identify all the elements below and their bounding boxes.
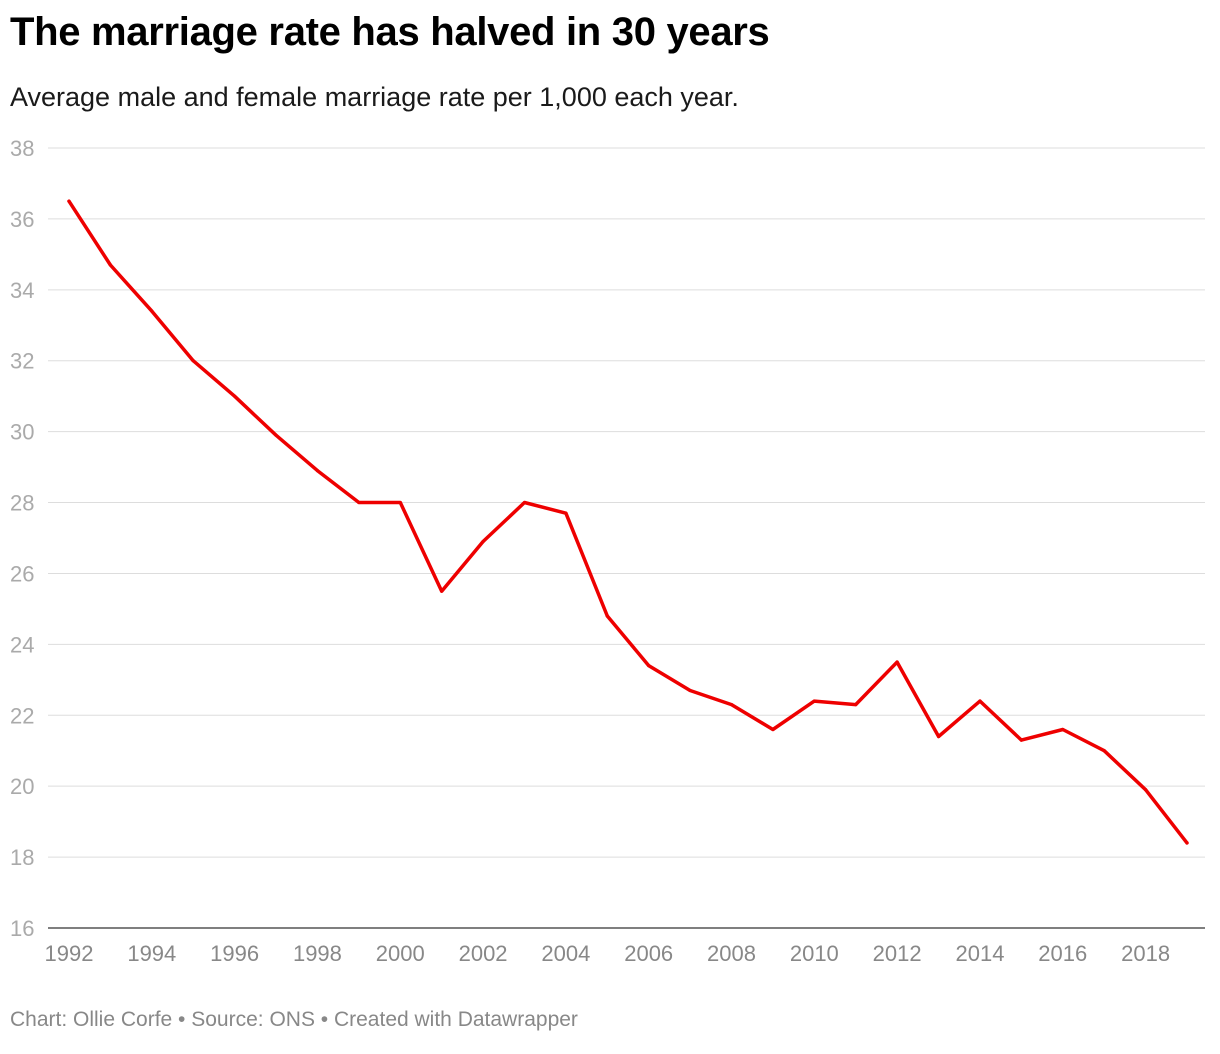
data-point	[895, 660, 899, 664]
y-axis-labels: 38 36 34 32 30 28 26 24 22 20 18 16	[10, 136, 34, 941]
y-tick-label: 20	[10, 774, 34, 799]
y-tick-label: 26	[10, 561, 34, 586]
series-line	[67, 199, 1189, 845]
x-tick-label: 2002	[459, 941, 508, 966]
x-tick-label: 2004	[541, 941, 590, 966]
data-point	[440, 589, 444, 593]
data-point	[564, 511, 568, 515]
data-point	[522, 500, 527, 505]
x-tick-label: 2012	[873, 941, 922, 966]
x-tick-label: 1996	[210, 941, 259, 966]
data-point	[274, 433, 278, 437]
x-axis-labels: 1992 1994 1996 1998 2000 2002 2004 2006 2008 2010…	[45, 941, 1171, 966]
x-tick-label: 2016	[1038, 941, 1087, 966]
data-point	[771, 727, 775, 732]
grid-lines	[48, 147, 1205, 929]
data-point	[233, 394, 237, 398]
y-tick-label: 16	[10, 916, 34, 941]
data-point	[315, 469, 320, 473]
data-point	[150, 309, 154, 313]
x-tick-label: 2006	[624, 941, 673, 966]
x-tick-label: 2018	[1121, 941, 1170, 966]
data-point	[1185, 841, 1189, 845]
y-tick-label: 34	[10, 278, 34, 303]
y-tick-label: 36	[10, 207, 34, 232]
data-point	[812, 699, 816, 703]
data-point	[854, 703, 858, 707]
data-point	[481, 539, 485, 544]
data-point	[936, 734, 941, 739]
y-tick-label: 28	[10, 491, 34, 516]
x-tick-label: 1992	[45, 941, 94, 966]
y-tick-label: 22	[10, 703, 34, 728]
data-point	[108, 263, 113, 267]
data-point	[978, 699, 982, 703]
series-layer	[67, 199, 1189, 845]
data-point	[605, 614, 609, 618]
y-tick-label: 24	[10, 632, 34, 657]
y-tick-label: 32	[10, 349, 34, 374]
x-tick-label: 1998	[293, 941, 342, 966]
data-point	[1019, 738, 1023, 742]
data-point	[729, 703, 734, 707]
data-point	[647, 664, 651, 668]
data-point	[67, 199, 71, 203]
chart-title: The marriage rate has halved in 30 years	[10, 10, 770, 54]
x-tick-label: 2014	[955, 941, 1004, 966]
y-tick-label: 38	[10, 136, 34, 161]
y-tick-label: 18	[10, 845, 34, 870]
data-point	[1143, 788, 1148, 792]
x-tick-label: 2010	[790, 941, 839, 966]
data-point	[191, 359, 195, 363]
x-tick-label: 2008	[707, 941, 756, 966]
data-point	[688, 688, 692, 693]
data-point	[398, 500, 402, 505]
data-point	[1061, 727, 1065, 732]
x-tick-label: 1994	[127, 941, 176, 966]
y-tick-label: 30	[10, 420, 34, 445]
data-point	[357, 500, 361, 505]
chart-subtitle: Average male and female marriage rate pe…	[10, 82, 739, 112]
data-point	[1102, 749, 1106, 753]
x-tick-label: 2000	[376, 941, 425, 966]
chart-footer: Chart: Ollie Corfe • Source: ONS • Creat…	[10, 1008, 578, 1031]
